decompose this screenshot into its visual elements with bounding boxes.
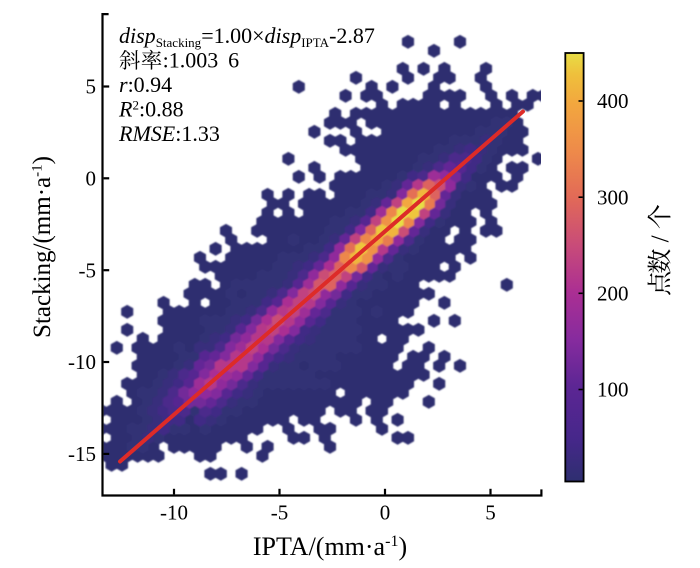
svg-text:0: 0 xyxy=(380,501,391,525)
svg-text:0: 0 xyxy=(86,167,97,191)
svg-text:100: 100 xyxy=(597,378,629,402)
svg-text:300: 300 xyxy=(597,185,629,209)
svg-text:-10: -10 xyxy=(68,350,96,374)
svg-text:IPTA/(mm·a-1): IPTA/(mm·a-1) xyxy=(253,532,407,561)
svg-text:r:0.94: r:0.94 xyxy=(119,72,172,97)
svg-text:R2:0.88: R2:0.88 xyxy=(118,97,184,122)
svg-text:200: 200 xyxy=(597,282,629,306)
svg-text:Stacking/(mm·a-1): Stacking/(mm·a-1) xyxy=(29,156,56,338)
svg-text:/: / xyxy=(647,235,674,242)
svg-text:5: 5 xyxy=(485,501,496,525)
svg-text:-10: -10 xyxy=(160,501,188,525)
svg-text:RMSE:1.33: RMSE:1.33 xyxy=(118,121,220,146)
svg-text:5: 5 xyxy=(86,75,97,99)
svg-text::1.003 6: :1.003 6 xyxy=(163,48,240,73)
svg-text:-5: -5 xyxy=(79,258,97,282)
svg-text:-5: -5 xyxy=(271,501,289,525)
svg-text:400: 400 xyxy=(597,89,629,113)
svg-text:dispStacking=1.00×dispIPTA-2.8: dispStacking=1.00×dispIPTA-2.87 xyxy=(119,23,375,50)
svg-text:-15: -15 xyxy=(68,442,96,466)
